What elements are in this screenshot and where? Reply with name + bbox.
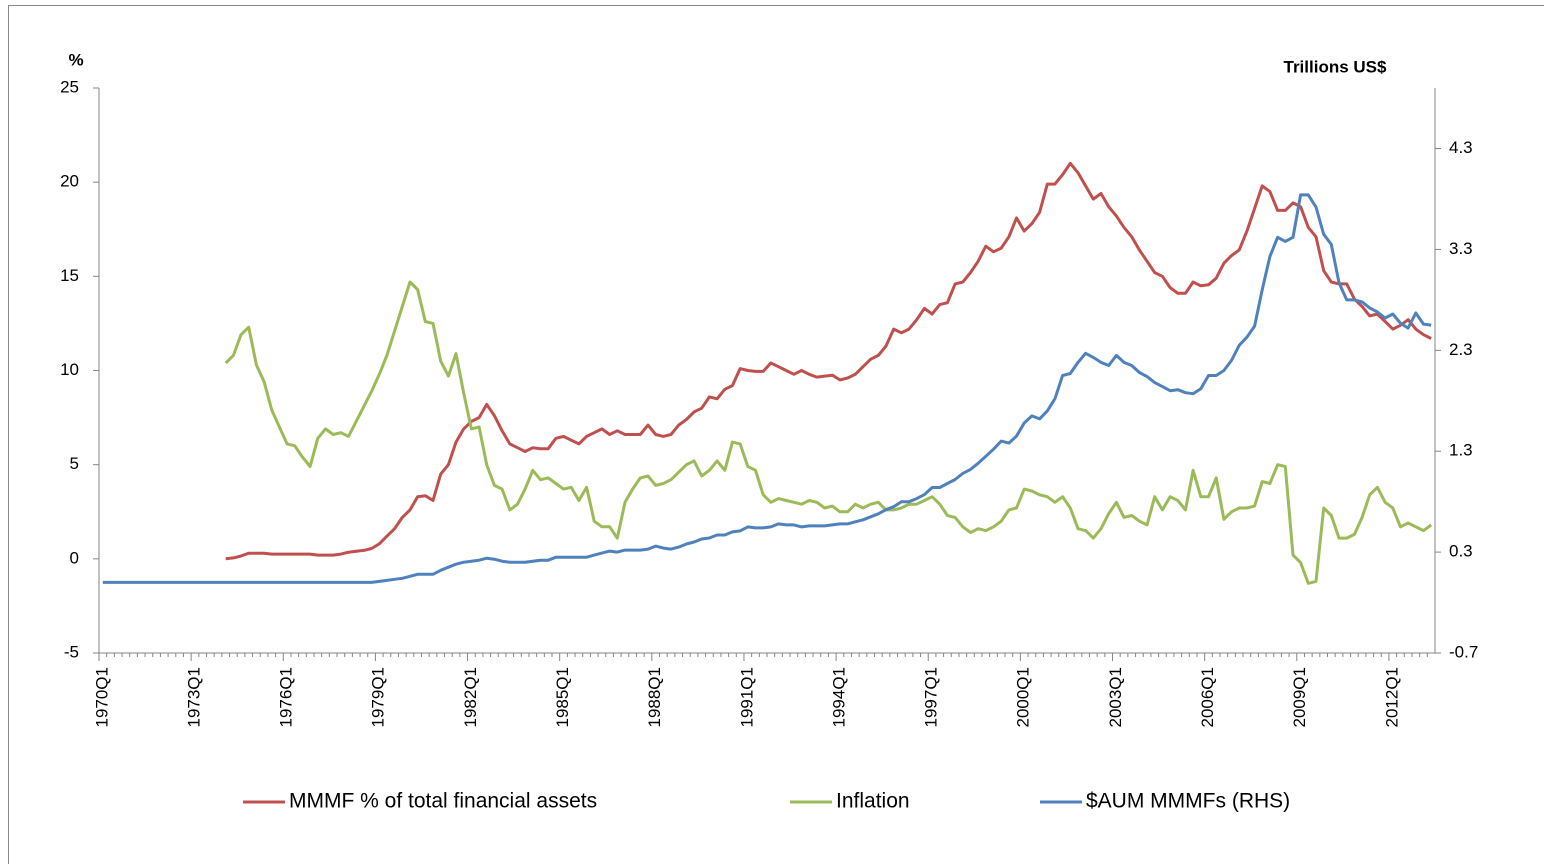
x-tick-label: 2003Q1 xyxy=(1106,667,1125,728)
x-tick-label: 1994Q1 xyxy=(829,667,848,728)
y2-tick-label: 1.3 xyxy=(1449,441,1473,460)
x-tick-label: 2006Q1 xyxy=(1198,667,1217,728)
line-series xyxy=(225,161,1432,561)
x-tick-label: 1970Q1 xyxy=(92,667,111,728)
y2-tick-label: -0.7 xyxy=(1449,642,1478,661)
legend-label: Inflation xyxy=(836,790,910,813)
chart-frame xyxy=(8,5,1544,864)
y-tick-label: 10 xyxy=(60,360,79,379)
y2-axis-label: Trillions US$ xyxy=(1284,57,1388,76)
y-tick-label: 0 xyxy=(70,548,79,567)
line-series xyxy=(102,193,1432,584)
x-tick-label: 1973Q1 xyxy=(184,667,203,728)
y-tick-label: 5 xyxy=(70,454,79,473)
x-tick-label: 1997Q1 xyxy=(922,667,941,728)
x-tick-label: 2000Q1 xyxy=(1014,667,1033,728)
legend-label: MMMF % of total financial assets xyxy=(289,790,597,813)
y2-tick-label: 0.3 xyxy=(1449,542,1473,561)
x-tick-label: 1976Q1 xyxy=(277,667,296,728)
x-tick-label: 1985Q1 xyxy=(553,667,572,728)
x-tick-label: 2012Q1 xyxy=(1382,667,1401,728)
legend-label: $AUM MMMFs (RHS) xyxy=(1086,790,1290,813)
x-tick-label: 1988Q1 xyxy=(645,667,664,728)
x-tick-label: 1991Q1 xyxy=(737,667,756,728)
y-tick-label: 20 xyxy=(60,172,79,191)
y2-tick-label: 2.3 xyxy=(1449,340,1473,359)
y2-tick-label: 3.3 xyxy=(1449,239,1473,258)
x-tick-label: 1982Q1 xyxy=(461,667,480,728)
x-tick-label: 1979Q1 xyxy=(369,667,388,728)
y-axis-label: % xyxy=(68,50,83,69)
x-tick-label: 2009Q1 xyxy=(1290,667,1309,728)
y2-tick-label: 4.3 xyxy=(1449,138,1473,157)
line-series xyxy=(224,280,1433,585)
y-tick-label: -5 xyxy=(64,642,79,661)
y-tick-label: 15 xyxy=(60,266,79,285)
y-tick-label: 25 xyxy=(60,77,79,96)
